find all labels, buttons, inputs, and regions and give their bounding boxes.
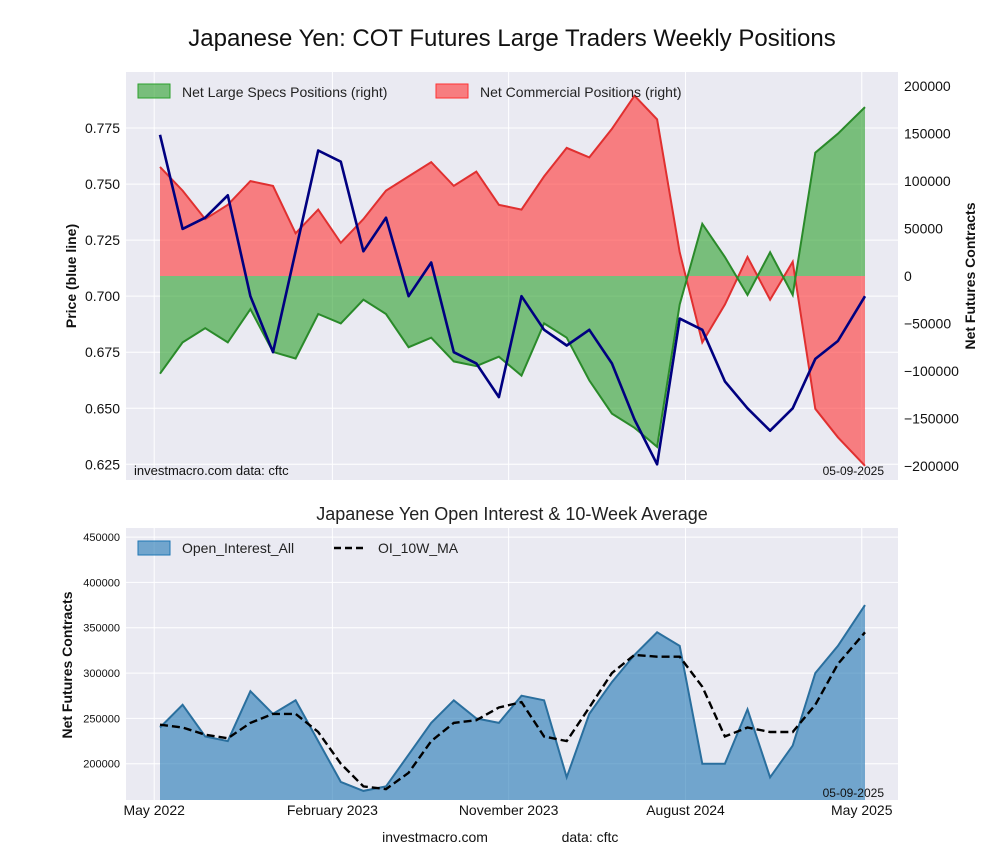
- top-right-tick-label: −50000: [904, 315, 951, 331]
- top-right-tick-label: −100000: [904, 363, 959, 379]
- bottom-ma-line: [159, 631, 866, 791]
- top-legend: Net Large Specs Positions (right) Net Co…: [137, 83, 682, 100]
- legend-ma-label: OI_10W_MA: [378, 540, 459, 556]
- bottom-x-tick-label: November 2023: [459, 802, 559, 818]
- bottom-x-tick-label: August 2024: [646, 802, 725, 818]
- legend-specs-swatch: [137, 83, 171, 99]
- top-left-tick-label: 0.700: [85, 288, 120, 304]
- price-line: [158, 134, 867, 466]
- bottom-y-tick-label: 200000: [83, 759, 120, 771]
- bottom-y-tick-label: 450000: [83, 532, 120, 544]
- top-right-tick-label: 200000: [904, 78, 951, 94]
- bottom-x-tick-label: February 2023: [287, 802, 378, 818]
- top-source-annotation: investmacro.com data: cftc: [134, 463, 289, 478]
- top-right-tick-label: 50000: [904, 221, 943, 237]
- bottom-y-ticks: 200000 250000 300000 350000 400000 450000: [83, 532, 120, 771]
- top-right-tick-label: −150000: [904, 410, 959, 426]
- legend-oi-swatch: [137, 540, 171, 556]
- top-left-ticks: 0.625 0.650 0.675 0.700 0.725 0.750 0.775: [85, 120, 120, 472]
- bottom-y-tick-label: 350000: [83, 623, 120, 635]
- legend-commercial-swatch: [435, 83, 469, 99]
- bottom-y-tick-label: 300000: [83, 668, 120, 680]
- top-left-tick-label: 0.625: [85, 456, 120, 472]
- top-price-line: [158, 134, 867, 466]
- bottom-y-tick-label: 250000: [83, 713, 120, 725]
- bottom-x-ticks: May 2022 February 2023 November 2023 August…: [123, 802, 892, 818]
- bottom-y-axis-label: Net Futures Contracts: [59, 591, 75, 738]
- bottom-date-annotation: 05-09-2025: [823, 786, 885, 800]
- commercial-area: [160, 95, 865, 466]
- top-right-tick-label: 0: [904, 268, 912, 284]
- ma-line: [159, 631, 866, 791]
- top-left-tick-label: 0.750: [85, 176, 120, 192]
- top-left-tick-label: 0.650: [85, 400, 120, 416]
- bottom-y-tick-label: 400000: [83, 577, 120, 589]
- top-right-tick-label: 150000: [904, 126, 951, 142]
- footer-source: data: cftc: [562, 829, 619, 845]
- open-interest-area: [160, 605, 865, 800]
- top-left-tick-label: 0.725: [85, 232, 120, 248]
- footer-site: investmacro.com: [382, 829, 488, 845]
- legend-oi-label: Open_Interest_All: [182, 540, 294, 556]
- chart-title: Japanese Yen: COT Futures Large Traders …: [188, 25, 835, 52]
- top-position-areas: [159, 94, 866, 467]
- open-interest-edge-line: [159, 604, 866, 792]
- legend-specs-label: Net Large Specs Positions (right): [182, 84, 387, 100]
- top-right-ticks: −200000 −150000 −100000 −50000 0 50000 100000 1…: [904, 78, 959, 474]
- bottom-chart-title: Japanese Yen Open Interest & 10-Week Ave…: [316, 504, 708, 524]
- top-left-tick-label: 0.675: [85, 344, 120, 360]
- legend-commercial-label: Net Commercial Positions (right): [480, 84, 682, 100]
- bottom-x-tick-label: May 2025: [831, 802, 893, 818]
- specs-area: [160, 107, 865, 447]
- bottom-legend: Open_Interest_All OI_10W_MA: [137, 540, 459, 556]
- top-right-tick-label: 100000: [904, 173, 951, 189]
- top-date-annotation: 05-09-2025: [823, 464, 885, 478]
- bottom-open-interest-area: [159, 604, 866, 800]
- top-left-axis-label: Price (blue line): [63, 224, 79, 328]
- top-right-axis-label: Net Futures Contracts: [962, 202, 978, 349]
- specs-edge-line: [159, 106, 866, 449]
- bottom-x-tick-label: May 2022: [123, 802, 185, 818]
- commercial-edge-line: [159, 94, 866, 467]
- top-right-tick-label: −200000: [904, 458, 959, 474]
- top-left-tick-label: 0.775: [85, 120, 120, 136]
